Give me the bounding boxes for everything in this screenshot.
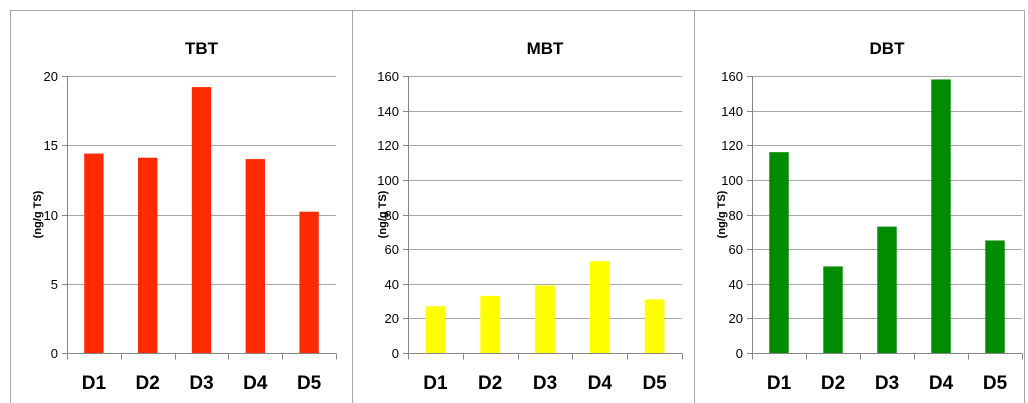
y-tick-label: 20 — [44, 69, 58, 84]
x-category-label: D3 — [189, 373, 213, 394]
chart-title: MBT — [527, 39, 564, 58]
bar — [931, 79, 951, 354]
bar — [191, 87, 212, 353]
y-tick-label: 60 — [729, 242, 743, 257]
y-tick-label: 40 — [729, 277, 743, 292]
bar — [84, 153, 104, 353]
y-tick-label: 15 — [44, 138, 58, 153]
bar — [299, 211, 319, 353]
y-tick-label: 5 — [51, 277, 58, 292]
x-category-label: D1 — [767, 373, 792, 394]
y-tick-label: 140 — [721, 104, 743, 119]
bar — [644, 299, 665, 353]
x-category-label: D1 — [82, 373, 107, 394]
y-axis-title: (ng/g TS) — [716, 190, 728, 238]
y-axis-title: (ng/g TS) — [377, 190, 389, 238]
y-tick-label: 160 — [377, 69, 399, 84]
chart-title: DBT — [870, 39, 906, 58]
y-tick-label: 20 — [385, 311, 399, 326]
x-category-label: D2 — [821, 373, 845, 394]
x-category-label: D2 — [136, 373, 160, 394]
y-tick-label: 100 — [721, 173, 743, 188]
bar — [535, 285, 555, 353]
x-category-label: D5 — [297, 373, 322, 394]
y-tick-label: 60 — [385, 242, 399, 257]
x-category-label: D5 — [642, 373, 667, 394]
bar — [769, 152, 789, 353]
x-category-label: D4 — [929, 373, 954, 394]
x-category-label: D5 — [983, 373, 1008, 394]
y-tick-label: 0 — [51, 346, 58, 361]
bar — [425, 306, 446, 353]
bar — [823, 266, 843, 353]
y-tick-label: 140 — [377, 104, 399, 119]
bar — [138, 157, 158, 353]
x-category-label: D2 — [478, 373, 502, 394]
bar — [985, 240, 1005, 353]
bar — [480, 295, 501, 353]
x-category-label: D1 — [423, 373, 448, 394]
y-tick-label: 120 — [377, 138, 399, 153]
y-tick-label: 80 — [729, 208, 743, 223]
chart-title: TBT — [185, 39, 219, 58]
x-category-label: D4 — [243, 373, 268, 394]
x-category-label: D4 — [588, 373, 613, 394]
y-tick-label: 20 — [729, 311, 743, 326]
y-tick-label: 80 — [385, 208, 399, 223]
y-axis-title: (ng/g TS) — [32, 190, 44, 238]
y-tick-label: 120 — [721, 138, 743, 153]
chart-frame — [352, 10, 695, 403]
y-tick-label: 40 — [385, 277, 399, 292]
tbt-chart-panel: TBT 0 5 10 15 20 D1 D2 D3 D4 D5 (ng/g TS) — [10, 10, 353, 403]
y-tick-label: 100 — [377, 173, 399, 188]
dbt-chart-panel: DBT 0 20 40 60 80 100 120 140 160 D1 D2 D3 D4 D5 (ng/g … — [694, 10, 1025, 403]
y-tick-label: 0 — [392, 346, 399, 361]
bar — [245, 159, 265, 353]
mbt-chart-panel: MBT 0 20 40 60 80 100 120 140 160 D1 D2 D3 D4 D5 (ng/g … — [352, 10, 695, 403]
y-tick-label: 10 — [44, 208, 58, 223]
chart-frame — [694, 10, 1025, 403]
y-tick-label: 0 — [736, 346, 743, 361]
y-tick-label: 160 — [721, 69, 743, 84]
x-category-label: D3 — [533, 373, 557, 394]
x-category-label: D3 — [875, 373, 899, 394]
bar — [589, 261, 610, 353]
bar — [877, 226, 897, 353]
